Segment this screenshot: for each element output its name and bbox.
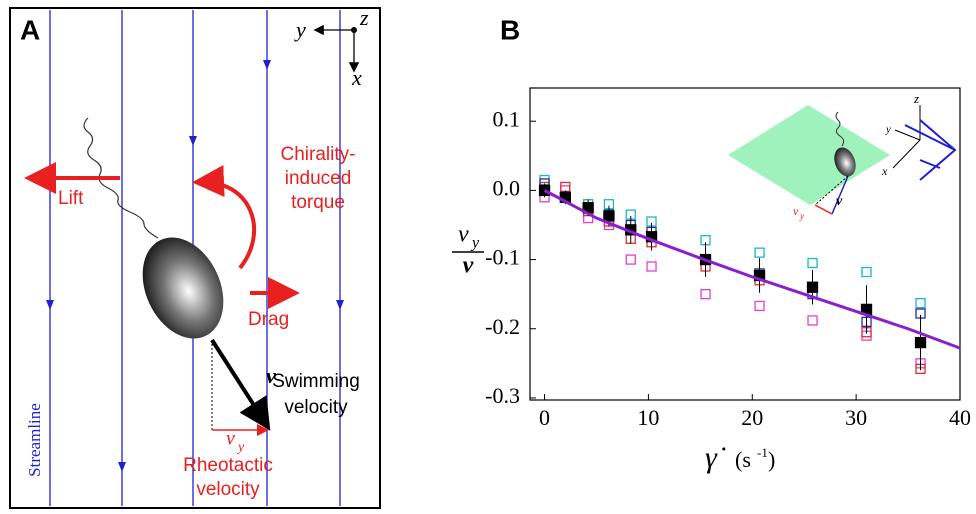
vy-symbol: v: [226, 428, 235, 450]
x-label: (s: [735, 447, 751, 472]
panel-b: B z y x v v y v y v γ̇ (s -1 ) 0.1 0.0 -0.…: [452, 14, 971, 474]
x-label: -1: [757, 445, 768, 460]
x-tick-label: 40: [949, 405, 971, 430]
point: [625, 254, 636, 265]
inset-flow: [904, 119, 957, 181]
inset-plane: [728, 105, 890, 205]
axis-origin: [351, 27, 357, 33]
vy-subscript: y: [236, 440, 245, 455]
x-tick-label: 0: [539, 405, 550, 430]
torque-label: induced: [285, 168, 352, 189]
panel-label: A: [20, 14, 40, 45]
streamline-label: Streamline: [25, 403, 44, 477]
torque-arrow: [192, 165, 257, 270]
x-label: ): [768, 447, 775, 472]
point: [754, 300, 765, 312]
y-tick-label: -0.1: [485, 245, 520, 270]
y-label: v: [458, 222, 469, 248]
velocity-label: Swimming: [272, 371, 360, 392]
torque-label: Chirality-: [281, 144, 356, 165]
y-tick-label: 0.1: [493, 106, 521, 131]
point: [700, 289, 711, 300]
inset-label: y: [799, 211, 804, 221]
x-label: γ̇: [705, 441, 726, 474]
inset-axis: [894, 129, 921, 141]
point: [603, 210, 615, 222]
point: [807, 257, 818, 269]
point: [914, 336, 927, 349]
inset-cell: [834, 147, 856, 177]
drag-label: Drag: [248, 309, 289, 330]
axis-label: x: [351, 65, 362, 90]
inset-label: z: [913, 91, 919, 106]
inset-label: x: [881, 164, 888, 178]
y-tick-label: 0.0: [493, 175, 521, 200]
inset-label: v: [793, 204, 799, 218]
velocity-arrow: [210, 338, 271, 431]
axis-label: y: [294, 17, 306, 42]
lift-label: Lift: [58, 188, 84, 209]
y-label: y: [470, 235, 480, 252]
torque-label: torque: [291, 192, 345, 213]
x-tick-label: 10: [637, 405, 659, 430]
inset-flagellum: [835, 111, 845, 147]
inset-label: y: [885, 124, 891, 136]
axis-label: z: [359, 5, 369, 30]
inset-label: v: [836, 194, 843, 209]
inset-projection: [814, 175, 849, 206]
panel-a: A y z x Chirality- induced torque Lift D…: [9, 5, 381, 509]
point: [754, 247, 765, 258]
fit-line: [543, 189, 961, 350]
inset-vy: [814, 204, 833, 215]
point: [539, 174, 550, 186]
point: [807, 315, 818, 326]
point: [646, 261, 657, 272]
point: [915, 297, 926, 309]
panel-label: B: [500, 14, 520, 45]
inset-axis: [892, 139, 921, 169]
rheotactic-label: Rheotactic: [183, 455, 273, 476]
point: [806, 281, 819, 293]
y-tick-label: -0.3: [485, 383, 520, 408]
inset-v: [831, 175, 849, 215]
point: [560, 181, 571, 193]
y-label: v: [463, 253, 474, 279]
plot-frame: [529, 87, 961, 401]
rheotactic-label: velocity: [196, 479, 260, 500]
velocity-symbol: v: [266, 363, 276, 388]
y-tick-label: -0.2: [485, 314, 520, 339]
panel-frame: [9, 7, 381, 509]
cell: [142, 237, 224, 339]
velocity-label: velocity: [284, 397, 348, 418]
inset: z y x v v y: [728, 91, 957, 221]
x-tick-label: 20: [741, 405, 763, 430]
flagellum: [83, 117, 159, 239]
x-tick-label: 30: [845, 405, 867, 430]
point: [861, 266, 872, 278]
